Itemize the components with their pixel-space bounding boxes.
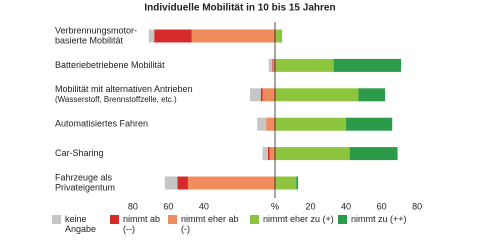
legend-item: nimmt ab (--) — [110, 214, 166, 234]
bar-segment — [272, 58, 274, 72]
bar-segment — [267, 147, 270, 161]
bar-segment — [154, 29, 192, 43]
legend-item: keine Angabe — [52, 214, 96, 234]
bar-segment — [260, 88, 263, 102]
bar-segment — [275, 58, 334, 72]
bar-segment — [268, 58, 273, 72]
legend-label: nimmt eher zu (+) — [263, 214, 334, 224]
bar-segment — [177, 176, 188, 190]
bar-segment — [275, 88, 359, 102]
bar-segment — [346, 117, 393, 131]
x-tick-label: 20 — [306, 201, 316, 211]
bar-segment — [187, 176, 275, 190]
legend-swatch — [250, 215, 259, 224]
bar-segment — [273, 58, 275, 72]
x-tick-label: % — [271, 201, 279, 211]
legend-swatch — [52, 215, 61, 224]
bar-segment — [333, 58, 402, 72]
category-label: Fahrzeuge als — [55, 172, 113, 182]
chart-title: Individuelle Mobilität in 10 bis 15 Jahr… — [144, 3, 335, 14]
legend-swatch — [338, 215, 347, 224]
bar-segment — [275, 176, 297, 190]
bar-segment — [257, 117, 267, 131]
chart: Individuelle Mobilität in 10 bis 15 Jahr… — [55, 3, 422, 212]
category-label: Automatisiertes Fahren — [55, 119, 148, 129]
bar-segment — [349, 147, 398, 161]
bar-segment — [262, 88, 275, 102]
bar-segment — [275, 29, 283, 43]
x-tick-label: 40 — [341, 201, 351, 211]
category-label: Batteriebetriebene Mobilität — [55, 60, 165, 70]
legend-item: nimmt eher zu (+) — [250, 214, 334, 224]
x-tick-label: 80 — [412, 201, 422, 211]
category-label: (Wasserstoff, Brennstoffzelle, etc.) — [55, 95, 177, 104]
bar-segment — [191, 29, 275, 43]
legend-label: keine Angabe — [65, 214, 97, 234]
category-label: Car-Sharing — [55, 148, 104, 158]
bar-segment — [296, 176, 299, 190]
bar-segment — [262, 147, 268, 161]
legend-item: nimmt zu (++) — [338, 214, 418, 224]
bar-segment — [266, 117, 275, 131]
bar-segment — [269, 147, 275, 161]
bar-segment — [250, 88, 261, 102]
category-label: Verbrennungsmotor- — [55, 25, 137, 35]
x-tick-label: 40 — [199, 201, 209, 211]
x-tick-label: 60 — [377, 201, 387, 211]
bar-segment — [275, 117, 347, 131]
legend-label: nimmt eher ab (-) — [181, 214, 239, 234]
category-label: Mobilität mit alternativen Antrieben — [55, 84, 193, 94]
x-tick-label: 80 — [128, 201, 138, 211]
bar-segment — [275, 147, 350, 161]
category-label: basierte Mobilität — [55, 35, 124, 45]
bar-segment — [358, 88, 386, 102]
legend-swatch — [110, 215, 119, 224]
x-tick-label: 60 — [163, 201, 173, 211]
legend-label: nimmt zu (++) — [351, 214, 407, 224]
legend-swatch — [168, 215, 177, 224]
bar-segment — [164, 176, 178, 190]
legend-item: nimmt eher ab (-) — [168, 214, 248, 234]
bar-segment — [148, 29, 155, 43]
legend-label: nimmt ab (--) — [123, 214, 161, 234]
category-label: Privateigentum — [55, 182, 115, 192]
